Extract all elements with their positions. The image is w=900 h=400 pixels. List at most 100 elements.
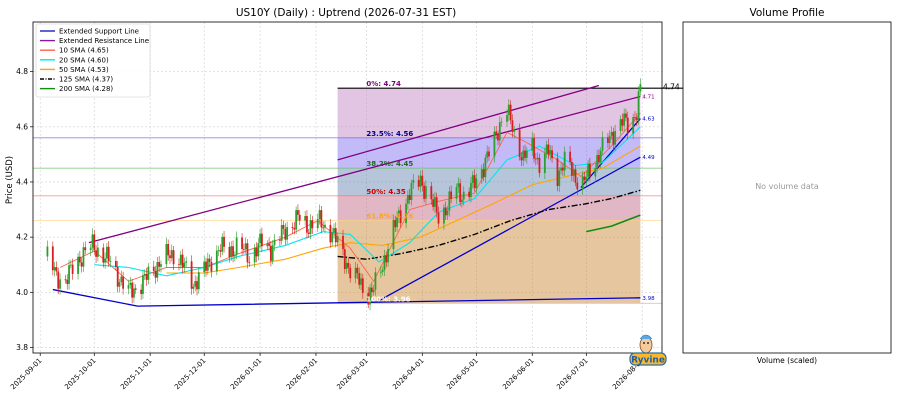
candle-body [522,150,525,161]
candle-body [397,210,400,218]
y-tick-label: 4.2 [16,233,28,242]
candle-body [430,186,433,200]
candle-body [394,220,397,228]
candle-body [273,239,276,246]
candle-body [599,150,602,163]
candle-body [486,151,489,158]
candle-body [206,258,209,271]
candle-body [634,117,636,118]
fib-label: 50%: 4.35 [366,188,405,196]
candle-body [233,254,236,257]
candle-body [367,292,370,305]
volume-profile-frame [682,21,892,354]
candle-body [105,246,108,259]
candle-body [596,154,599,168]
candle-body [343,249,346,269]
candle-body [545,144,548,154]
candle-body [306,216,308,233]
candle-body [298,214,301,221]
candle-body [282,224,285,229]
candle-body [322,227,325,229]
resistance-line [88,95,641,244]
candle-body [345,262,348,269]
candle-body [423,185,425,199]
candle-body [507,104,510,116]
candle-body [223,236,225,247]
legend-box [35,23,151,98]
candle-body [51,246,54,271]
candle-body [637,91,640,120]
candle-body [270,245,272,261]
candle-body [443,207,445,224]
legend-item-label: Extended Support Line [59,28,139,36]
candle-body [435,197,438,213]
candle-body [53,267,56,271]
candle-body [57,271,60,289]
sma-50-line [166,145,641,274]
candle-body [424,186,427,199]
y-tick-label: 4.6 [16,122,28,131]
candle-body [205,261,207,271]
support-line-value: 3.98 [642,296,655,302]
candle-body [607,137,609,143]
fib-label: 0%: 4.74 [366,80,401,88]
watermark-text: Ryvine [631,356,665,366]
candle-body [370,287,373,293]
price-candles [46,78,642,311]
candle-body [432,199,435,207]
candle-body [293,227,296,230]
candle-body [626,117,629,134]
candle-body [525,150,528,158]
legend-item-label: 20 SMA (4.60) [59,56,109,64]
candle-body [152,266,155,271]
candle-body [93,234,96,251]
candle-body [69,264,72,266]
fibonacci-lines [33,87,690,304]
candle-body [551,150,553,159]
candle-body [524,150,526,158]
resistance-line-upper [337,84,600,161]
candle-body [120,276,123,283]
candle-body [266,243,269,247]
candle-body [194,281,197,287]
candle-body [203,261,206,273]
candle-body [318,210,321,220]
candle-body [399,210,402,224]
candle-body [572,169,575,176]
candle-body [446,210,449,216]
support-line [52,288,641,307]
candle-body [102,247,105,263]
candle-body [196,281,198,290]
candle-body [284,228,287,240]
candle-body [347,262,350,268]
candle-body [488,151,490,157]
candle-body [291,226,294,228]
candle-body [349,267,352,279]
candle-body [632,117,635,134]
candle-body [107,246,110,262]
candle-body [434,197,436,207]
candle-body [89,247,92,251]
candle-body [109,260,112,262]
candle-body [585,176,588,181]
candle-body [484,157,487,178]
legend-item-label: 50 SMA (4.53) [59,66,109,74]
candle-body [417,180,420,187]
candle-body [520,156,523,161]
candle-body [304,216,307,221]
candle-body [116,267,119,287]
candle-body [190,261,193,289]
candle-body [549,150,552,155]
candle-body [379,271,382,273]
ryvine-logo: Ryvine [629,334,667,366]
candle-body [536,157,539,160]
candle-body [482,169,485,178]
y-tick-label: 4.8 [16,67,28,76]
candle-body [625,113,627,118]
candle-body [286,226,289,240]
candle-body [147,266,150,280]
candle-body [531,137,534,151]
y-tick-label: 3.8 [16,343,28,352]
candle-body [84,247,87,251]
